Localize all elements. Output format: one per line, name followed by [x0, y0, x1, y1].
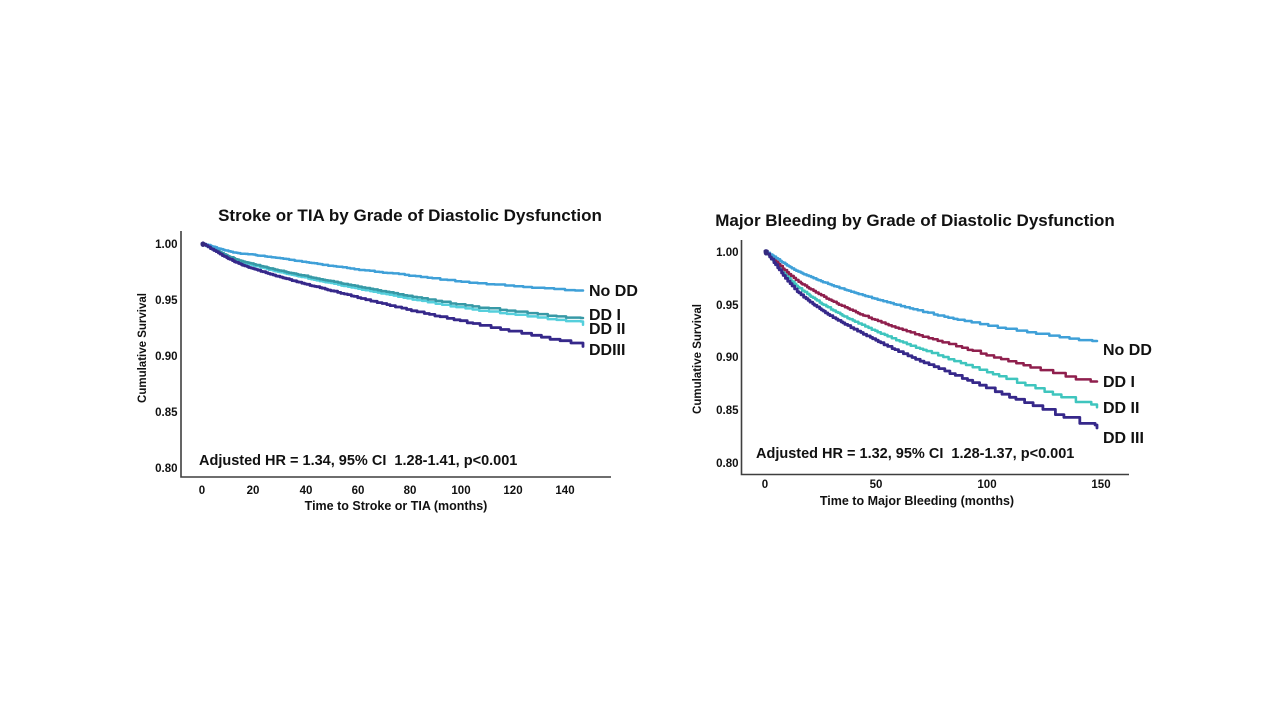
svg-text:No DD: No DD — [1103, 342, 1152, 359]
svg-text:0.90: 0.90 — [716, 352, 738, 364]
svg-text:DDIII: DDIII — [589, 342, 625, 359]
svg-text:0.80: 0.80 — [155, 463, 177, 475]
svg-text:100: 100 — [977, 479, 996, 491]
svg-text:0: 0 — [199, 485, 205, 497]
svg-text:0.85: 0.85 — [155, 407, 178, 419]
svg-text:Major Bleeding by Grade of Dia: Major Bleeding by Grade of Diastolic Dys… — [715, 211, 1115, 230]
svg-text:20: 20 — [247, 485, 260, 497]
svg-text:Adjusted HR = 1.34, 95% CI 1.: Adjusted HR = 1.34, 95% CI 1.28-1.41, p<… — [199, 453, 517, 469]
svg-text:Time to Major Bleeding (months: Time to Major Bleeding (months) — [820, 494, 1014, 508]
svg-text:DD I: DD I — [1103, 374, 1135, 391]
svg-text:DD III: DD III — [1103, 430, 1144, 447]
svg-text:0.95: 0.95 — [716, 300, 739, 312]
svg-text:0.90: 0.90 — [155, 351, 177, 363]
svg-text:100: 100 — [451, 485, 470, 497]
svg-text:40: 40 — [300, 485, 313, 497]
svg-text:0.80: 0.80 — [716, 458, 738, 470]
svg-text:Adjusted HR = 1.32, 95% CI 1.: Adjusted HR = 1.32, 95% CI 1.28-1.37, p<… — [756, 446, 1074, 462]
svg-text:0.85: 0.85 — [716, 405, 739, 417]
svg-text:Stroke or TIA by Grade of Dias: Stroke or TIA by Grade of Diastolic Dysf… — [218, 206, 602, 225]
svg-text:140: 140 — [555, 485, 574, 497]
svg-text:DD I: DD I — [589, 307, 621, 324]
svg-text:1.00: 1.00 — [716, 247, 738, 259]
svg-text:Time to Stroke or TIA (months): Time to Stroke or TIA (months) — [305, 499, 488, 513]
svg-text:No DD: No DD — [589, 283, 638, 300]
svg-text:150: 150 — [1091, 479, 1110, 491]
svg-text:80: 80 — [404, 485, 417, 497]
svg-text:60: 60 — [352, 485, 365, 497]
svg-text:120: 120 — [503, 485, 522, 497]
svg-text:1.00: 1.00 — [155, 239, 177, 251]
svg-text:DD II: DD II — [1103, 400, 1139, 417]
svg-text:50: 50 — [870, 479, 883, 491]
svg-text:0.95: 0.95 — [155, 295, 178, 307]
svg-text:DD II: DD II — [589, 321, 625, 338]
svg-text:Cumulative Survival: Cumulative Survival — [692, 304, 704, 414]
svg-text:Cumulative Survival: Cumulative Survival — [137, 293, 149, 403]
svg-text:0: 0 — [762, 479, 768, 491]
